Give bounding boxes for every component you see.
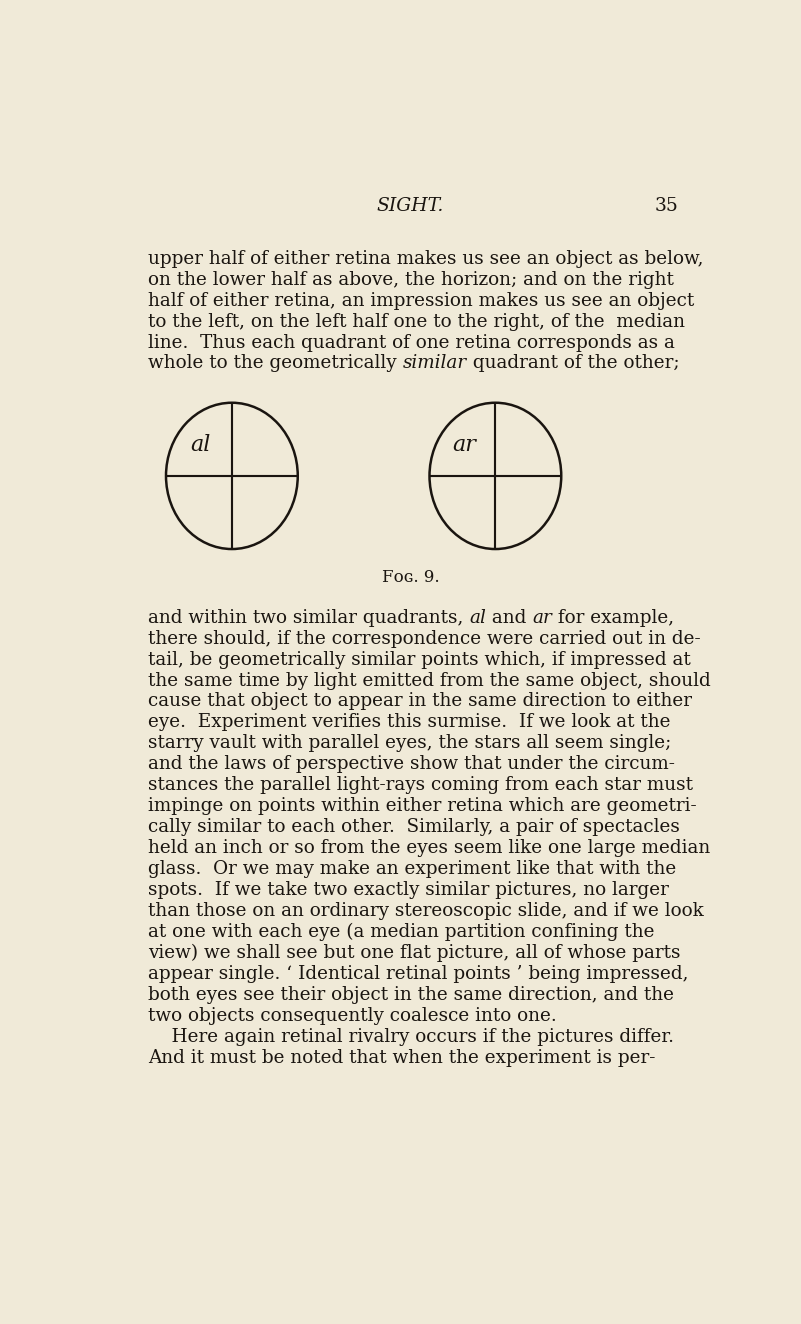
Text: line.  Thus each quadrant of one retina corresponds as a: line. Thus each quadrant of one retina c… [148,334,675,351]
Text: stances the parallel light-rays coming from each star must: stances the parallel light-rays coming f… [148,776,693,794]
Text: ar: ar [452,434,476,457]
Text: for example,: for example, [553,609,674,626]
Text: there should, if the correspondence were carried out in de-: there should, if the correspondence were… [148,630,701,647]
Text: and: and [486,609,533,626]
Text: than those on an ordinary stereoscopic slide, and if we look: than those on an ordinary stereoscopic s… [148,902,704,920]
Text: held an inch or so from the eyes seem like one large median: held an inch or so from the eyes seem li… [148,839,710,857]
Text: appear single. ‘ Identical retinal points ’ being impressed,: appear single. ‘ Identical retinal point… [148,965,689,982]
Text: 35: 35 [654,197,678,216]
Text: tail, be geometrically similar points which, if impressed at: tail, be geometrically similar points wh… [148,650,691,669]
Text: whole to the geometrically: whole to the geometrically [148,355,403,372]
Text: SIGHT.: SIGHT. [376,197,445,216]
Text: al: al [190,434,211,457]
Text: spots.  If we take two exactly similar pictures, no larger: spots. If we take two exactly similar pi… [148,880,669,899]
Text: to the left, on the left half one to the right, of the  median: to the left, on the left half one to the… [148,312,685,331]
Text: ar: ar [533,609,553,626]
Text: both eyes see their object in the same direction, and the: both eyes see their object in the same d… [148,985,674,1004]
Text: on the lower half as above, the horizon; and on the right: on the lower half as above, the horizon;… [148,270,674,289]
Text: view) we shall see but one flat picture, all of whose parts: view) we shall see but one flat picture,… [148,944,681,963]
Text: eye.  Experiment verifies this surmise.  If we look at the: eye. Experiment verifies this surmise. I… [148,714,670,731]
Text: half of either retina, an impression makes us see an object: half of either retina, an impression mak… [148,291,694,310]
Text: and the laws of perspective show that under the circum-: and the laws of perspective show that un… [148,755,675,773]
Text: quadrant of the other;: quadrant of the other; [467,355,679,372]
Text: Fᴏɢ. 9.: Fᴏɢ. 9. [382,569,439,585]
Text: starry vault with parallel eyes, the stars all seem single;: starry vault with parallel eyes, the sta… [148,735,671,752]
Text: two objects consequently coalesce into one.: two objects consequently coalesce into o… [148,1006,557,1025]
Text: and within two similar quadrants,: and within two similar quadrants, [148,609,469,626]
Text: at one with each eye (a median partition confining the: at one with each eye (a median partition… [148,923,654,941]
Text: Here again retinal rivalry occurs if the pictures differ.: Here again retinal rivalry occurs if the… [148,1027,674,1046]
Text: cally similar to each other.  Similarly, a pair of spectacles: cally similar to each other. Similarly, … [148,818,680,837]
Text: the same time by light emitted from the same object, should: the same time by light emitted from the … [148,671,711,690]
Text: similar: similar [403,355,467,372]
Text: And it must be noted that when the experiment is per-: And it must be noted that when the exper… [148,1049,655,1067]
Text: upper half of either retina makes us see an object as below,: upper half of either retina makes us see… [148,250,703,267]
Text: impinge on points within either retina which are geometri-: impinge on points within either retina w… [148,797,697,816]
Text: al: al [469,609,486,626]
Text: glass.  Or we may make an experiment like that with the: glass. Or we may make an experiment like… [148,861,676,878]
Text: cause that object to appear in the same direction to either: cause that object to appear in the same … [148,692,692,711]
